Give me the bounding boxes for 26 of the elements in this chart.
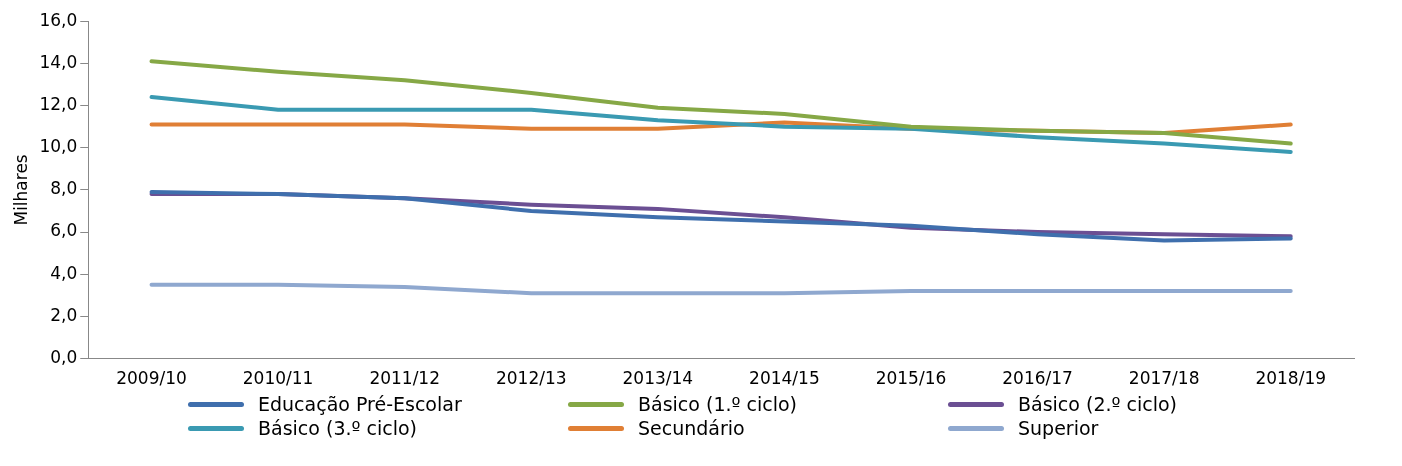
y-tick-label: 0,0 <box>50 347 78 368</box>
y-tick-label: 4,0 <box>50 262 78 283</box>
x-tick-label: 2012/13 <box>495 368 567 389</box>
y-tick-label: 14,0 <box>39 51 78 72</box>
legend-label: Secundário <box>638 417 745 439</box>
y-axis-title: Milhares <box>10 154 31 226</box>
x-tick-label: 2013/14 <box>622 368 694 389</box>
x-tick-label: 2009/10 <box>116 368 187 389</box>
legend-label: Educação Pré-Escolar <box>258 393 462 415</box>
x-tick-label: 2017/18 <box>1128 368 1200 389</box>
y-tick-label: 8,0 <box>50 178 78 199</box>
y-tick-label: 6,0 <box>50 220 78 241</box>
legend-label: Básico (2.º ciclo) <box>1018 393 1177 415</box>
x-tick-label: 2011/12 <box>369 368 440 389</box>
x-tick-label: 2014/15 <box>749 368 820 389</box>
x-tick-label: 2016/17 <box>1002 368 1073 389</box>
y-tick-label: 16,0 <box>39 9 78 30</box>
legend-label: Básico (1.º ciclo) <box>638 393 797 415</box>
legend-label: Básico (3.º ciclo) <box>258 417 417 439</box>
y-tick-label: 2,0 <box>50 304 78 325</box>
x-tick-label: 2010/11 <box>242 368 314 389</box>
legend-label: Superior <box>1018 417 1099 439</box>
x-tick-label: 2018/19 <box>1255 368 1327 389</box>
x-tick-label: 2015/16 <box>875 368 947 389</box>
y-tick-label: 12,0 <box>39 93 78 114</box>
y-tick-label: 10,0 <box>39 136 78 157</box>
